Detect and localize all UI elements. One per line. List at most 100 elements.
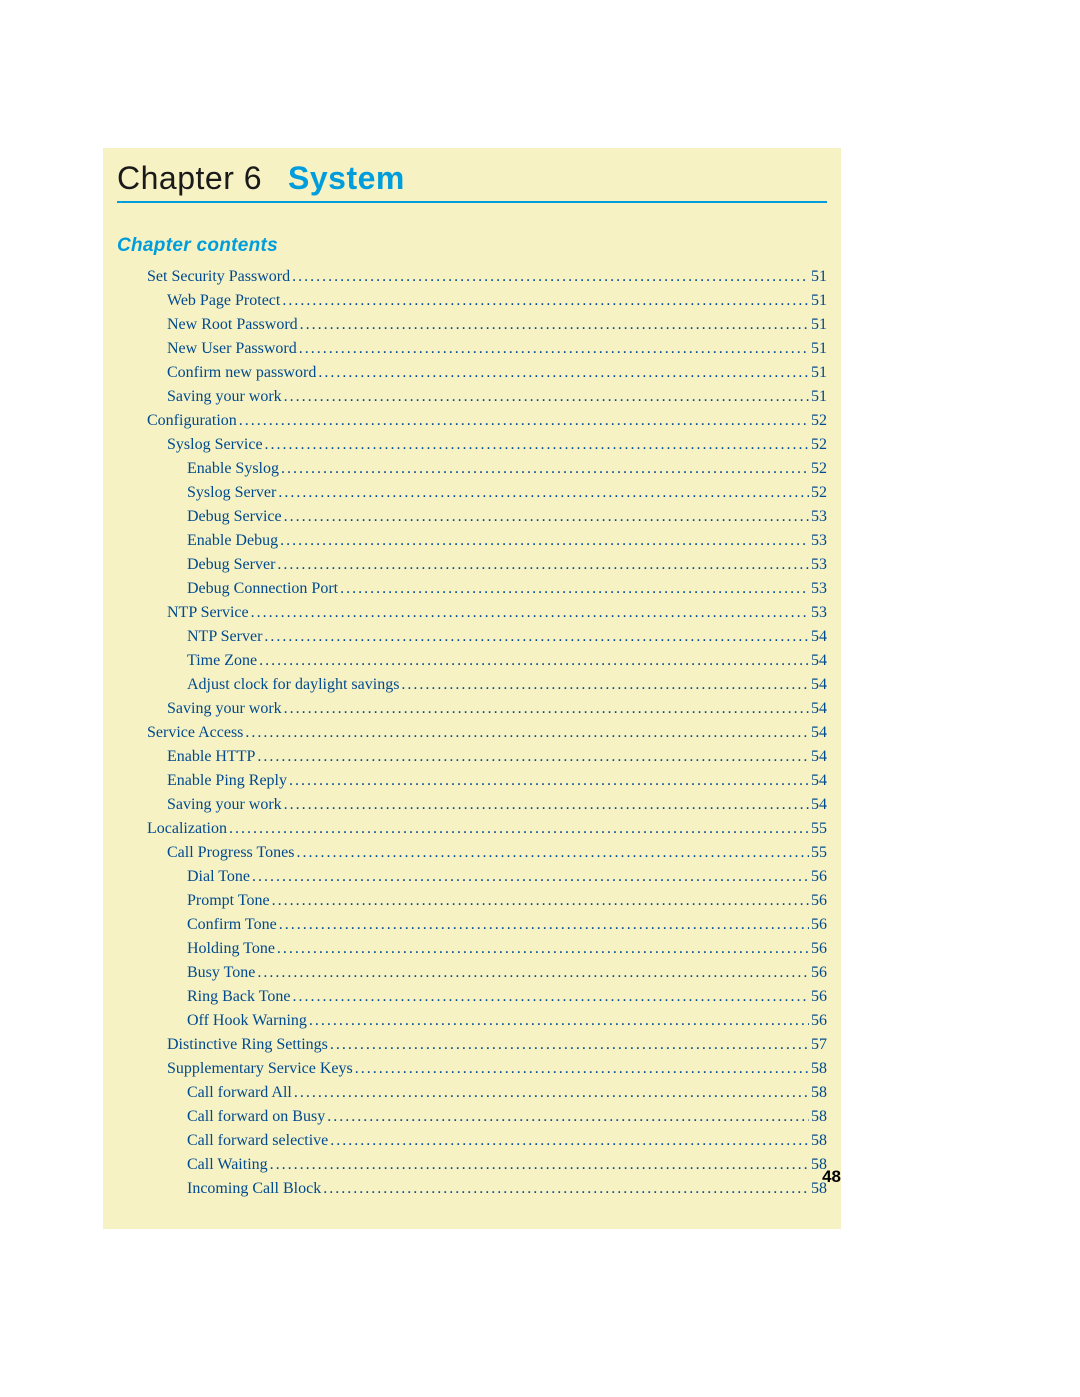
toc-row[interactable]: Adjust clock for daylight savings 54 bbox=[117, 673, 827, 697]
toc-leader-dots bbox=[251, 601, 809, 625]
toc-row[interactable]: Configuration 52 bbox=[117, 409, 827, 433]
toc-page-number: 55 bbox=[811, 841, 827, 865]
toc-row[interactable]: Service Access 54 bbox=[117, 721, 827, 745]
toc-page-number: 56 bbox=[811, 889, 827, 913]
toc-row[interactable]: Saving your work 51 bbox=[117, 385, 827, 409]
toc-leader-dots bbox=[284, 505, 809, 529]
toc-page-number: 51 bbox=[811, 337, 827, 361]
toc-page-number: 51 bbox=[811, 313, 827, 337]
toc-row[interactable]: Call forward All 58 bbox=[117, 1081, 827, 1105]
toc-row[interactable]: Incoming Call Block 58 bbox=[117, 1177, 827, 1201]
toc-row[interactable]: Confirm Tone 56 bbox=[117, 913, 827, 937]
toc-leader-dots bbox=[277, 937, 809, 961]
toc-row[interactable]: Enable Syslog 52 bbox=[117, 457, 827, 481]
toc-leader-dots bbox=[282, 289, 809, 313]
toc-row[interactable]: Distinctive Ring Settings 57 bbox=[117, 1033, 827, 1057]
toc-row[interactable]: Call forward selective 58 bbox=[117, 1129, 827, 1153]
toc-row[interactable]: Call Progress Tones 55 bbox=[117, 841, 827, 865]
toc-label: Confirm Tone bbox=[187, 913, 277, 937]
toc-leader-dots bbox=[323, 1177, 809, 1201]
toc-row[interactable]: Set Security Password 51 bbox=[117, 265, 827, 289]
toc-row[interactable]: Call forward on Busy 58 bbox=[117, 1105, 827, 1129]
toc-page-number: 52 bbox=[811, 481, 827, 505]
chapter-number: Chapter 6 bbox=[117, 160, 262, 196]
toc-label: Syslog Server bbox=[187, 481, 276, 505]
toc-leader-dots bbox=[270, 1153, 809, 1177]
toc-row[interactable]: Confirm new password 51 bbox=[117, 361, 827, 385]
toc-row[interactable]: Dial Tone 56 bbox=[117, 865, 827, 889]
toc-page-number: 53 bbox=[811, 601, 827, 625]
toc-leader-dots bbox=[281, 457, 809, 481]
toc-leader-dots bbox=[257, 745, 809, 769]
toc-row[interactable]: Syslog Service 52 bbox=[117, 433, 827, 457]
toc-row[interactable]: Busy Tone 56 bbox=[117, 961, 827, 985]
toc-leader-dots bbox=[330, 1129, 809, 1153]
toc-label: Incoming Call Block bbox=[187, 1177, 321, 1201]
toc-row[interactable]: Enable HTTP 54 bbox=[117, 745, 827, 769]
toc-page-number: 56 bbox=[811, 1009, 827, 1033]
section-heading: Chapter contents bbox=[117, 235, 827, 257]
toc-row[interactable]: Debug Server 53 bbox=[117, 553, 827, 577]
toc-page-number: 53 bbox=[811, 529, 827, 553]
toc-label: Adjust clock for daylight savings bbox=[187, 673, 399, 697]
toc-row[interactable]: Enable Ping Reply 54 bbox=[117, 769, 827, 793]
toc-label: Syslog Service bbox=[167, 433, 263, 457]
toc-leader-dots bbox=[296, 841, 809, 865]
toc-label: Debug Service bbox=[187, 505, 282, 529]
toc-row[interactable]: Prompt Tone 56 bbox=[117, 889, 827, 913]
toc-label: Web Page Protect bbox=[167, 289, 280, 313]
toc-leader-dots bbox=[289, 769, 809, 793]
toc-page-number: 54 bbox=[811, 745, 827, 769]
toc-row[interactable]: New User Password 51 bbox=[117, 337, 827, 361]
toc-leader-dots bbox=[330, 1033, 809, 1057]
toc-page-number: 52 bbox=[811, 457, 827, 481]
toc-label: Debug Connection Port bbox=[187, 577, 338, 601]
toc-row[interactable]: Call Waiting 58 bbox=[117, 1153, 827, 1177]
toc-row[interactable]: NTP Server 54 bbox=[117, 625, 827, 649]
toc-label: Time Zone bbox=[187, 649, 257, 673]
toc-label: New Root Password bbox=[167, 313, 298, 337]
toc-label: Distinctive Ring Settings bbox=[167, 1033, 328, 1057]
toc-label: Dial Tone bbox=[187, 865, 250, 889]
toc-page-number: 54 bbox=[811, 625, 827, 649]
toc-leader-dots bbox=[294, 1081, 809, 1105]
toc-leader-dots bbox=[245, 721, 809, 745]
toc-label: NTP Server bbox=[187, 625, 262, 649]
content-panel: Chapter 6 System Chapter contents Set Se… bbox=[103, 148, 841, 1229]
toc-page-number: 52 bbox=[811, 433, 827, 457]
toc-row[interactable]: Supplementary Service Keys 58 bbox=[117, 1057, 827, 1081]
toc-row[interactable]: Debug Connection Port 53 bbox=[117, 577, 827, 601]
toc-page-number: 51 bbox=[811, 385, 827, 409]
toc-leader-dots bbox=[300, 313, 809, 337]
toc-page-number: 51 bbox=[811, 265, 827, 289]
toc-label: Enable Syslog bbox=[187, 457, 279, 481]
toc-row[interactable]: Web Page Protect 51 bbox=[117, 289, 827, 313]
toc-row[interactable]: Localization 55 bbox=[117, 817, 827, 841]
toc-leader-dots bbox=[284, 385, 809, 409]
toc-leader-dots bbox=[278, 481, 809, 505]
page-number: 48 bbox=[822, 1167, 841, 1187]
toc-row[interactable]: New Root Password 51 bbox=[117, 313, 827, 337]
toc-page-number: 56 bbox=[811, 985, 827, 1009]
toc-row[interactable]: Syslog Server 52 bbox=[117, 481, 827, 505]
toc-page-number: 54 bbox=[811, 769, 827, 793]
toc-row[interactable]: Holding Tone 56 bbox=[117, 937, 827, 961]
toc-row[interactable]: Saving your work 54 bbox=[117, 697, 827, 721]
toc-leader-dots bbox=[309, 1009, 809, 1033]
toc-row[interactable]: NTP Service 53 bbox=[117, 601, 827, 625]
toc-page-number: 54 bbox=[811, 793, 827, 817]
toc-leader-dots bbox=[280, 529, 809, 553]
toc-label: Call Waiting bbox=[187, 1153, 268, 1177]
toc-row[interactable]: Enable Debug 53 bbox=[117, 529, 827, 553]
toc-page-number: 54 bbox=[811, 697, 827, 721]
toc-row[interactable]: Saving your work 54 bbox=[117, 793, 827, 817]
toc-page-number: 56 bbox=[811, 961, 827, 985]
toc-label: Call forward on Busy bbox=[187, 1105, 325, 1129]
toc-row[interactable]: Time Zone 54 bbox=[117, 649, 827, 673]
toc-label: NTP Service bbox=[167, 601, 249, 625]
toc-page-number: 54 bbox=[811, 721, 827, 745]
toc-row[interactable]: Debug Service 53 bbox=[117, 505, 827, 529]
toc-row[interactable]: Off Hook Warning 56 bbox=[117, 1009, 827, 1033]
toc-page-number: 57 bbox=[811, 1033, 827, 1057]
toc-row[interactable]: Ring Back Tone 56 bbox=[117, 985, 827, 1009]
